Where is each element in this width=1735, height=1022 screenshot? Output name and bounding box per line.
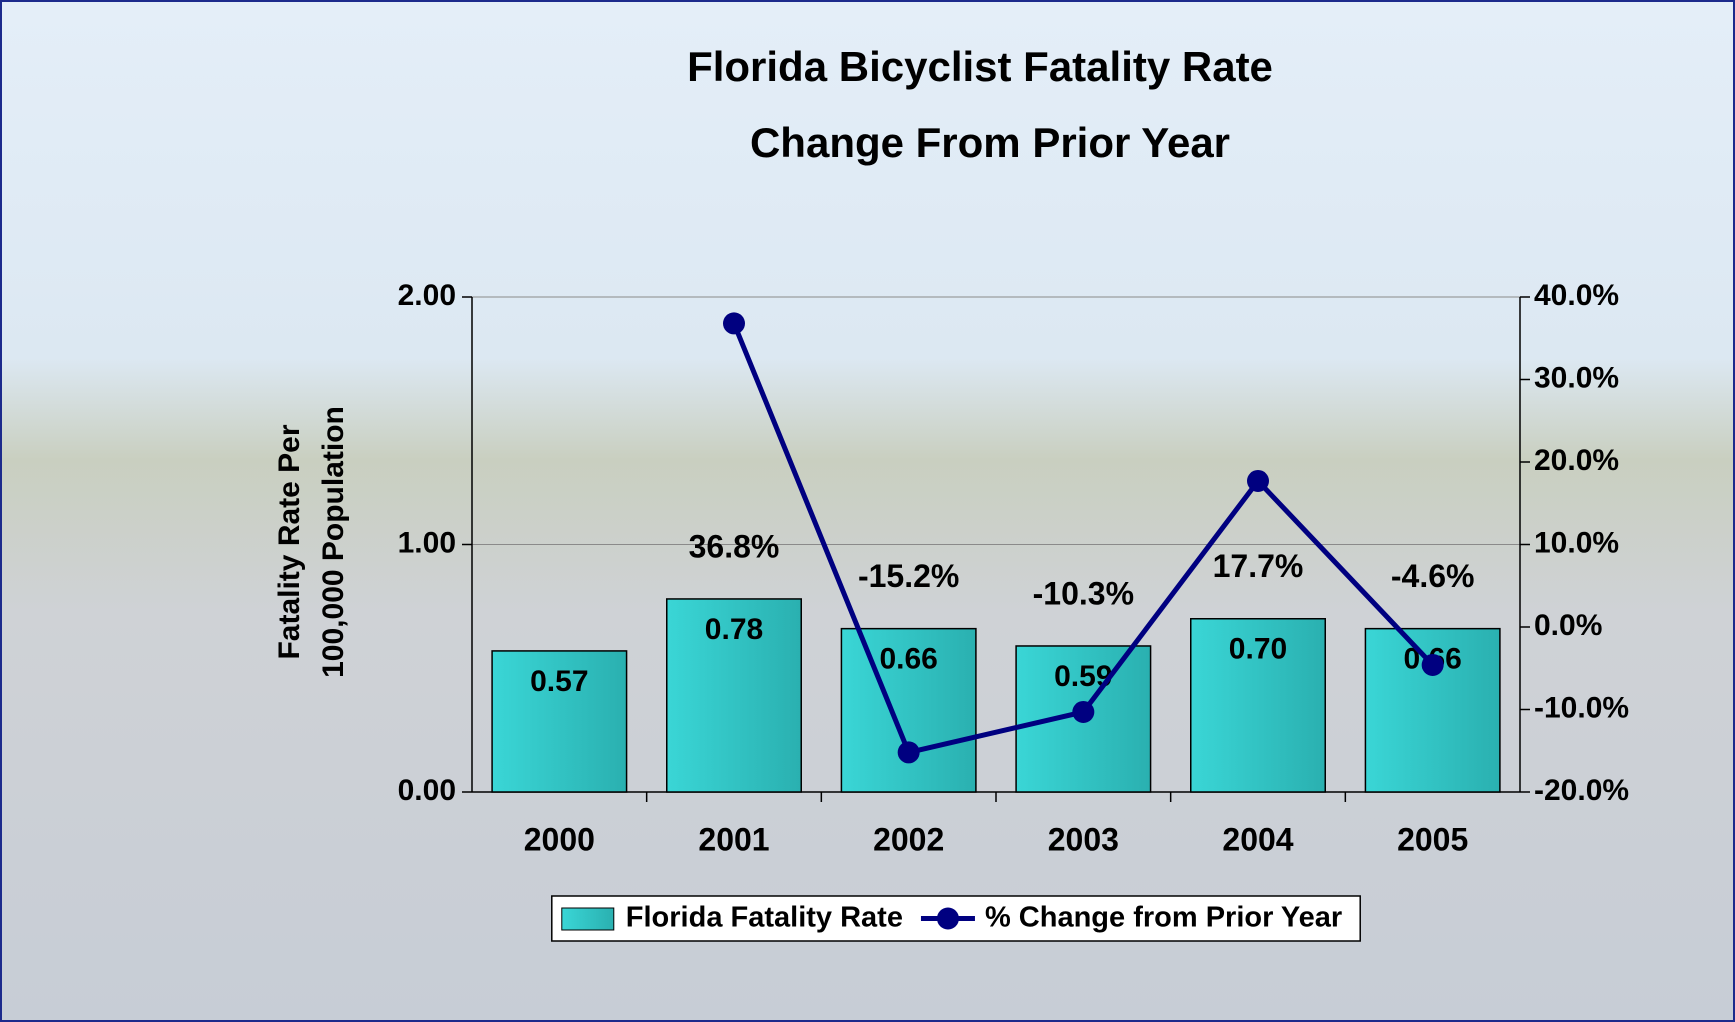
y2-tick-label: 30.0% bbox=[1534, 361, 1619, 394]
line-marker bbox=[1247, 469, 1269, 492]
y-tick-label: 1.00 bbox=[398, 526, 456, 559]
x-tick-label: 2001 bbox=[698, 821, 769, 857]
line-value-label: -15.2% bbox=[858, 558, 959, 594]
y2-tick-label: 40.0% bbox=[1534, 279, 1619, 312]
line-value-label: -10.3% bbox=[1033, 575, 1134, 611]
y2-tick-label: -20.0% bbox=[1534, 774, 1629, 807]
y2-tick-label: 0.0% bbox=[1534, 609, 1602, 642]
bar bbox=[666, 598, 802, 793]
y-tick-label: 2.00 bbox=[398, 279, 456, 312]
y2-tick-label: 20.0% bbox=[1534, 444, 1619, 477]
y-tick-label: 0.00 bbox=[398, 774, 456, 807]
line-marker bbox=[1072, 700, 1095, 723]
legend-label: Florida Fatality Rate bbox=[626, 902, 903, 934]
x-tick-label: 2002 bbox=[873, 821, 944, 857]
legend-swatch bbox=[561, 907, 615, 931]
legend-box bbox=[551, 895, 1361, 942]
bar-value-label: 0.70 bbox=[1229, 633, 1287, 666]
x-tick-label: 2000 bbox=[524, 821, 595, 857]
bar bbox=[1190, 618, 1326, 793]
line-value-label: 36.8% bbox=[689, 528, 780, 564]
line-marker bbox=[897, 741, 920, 764]
bar-value-label: 0.66 bbox=[879, 643, 937, 676]
line-marker bbox=[723, 312, 745, 335]
line-value-label: 17.7% bbox=[1213, 548, 1304, 584]
x-tick-label: 2005 bbox=[1397, 821, 1468, 857]
line-value-label: -4.6% bbox=[1391, 558, 1475, 594]
x-tick-label: 2004 bbox=[1222, 821, 1293, 857]
chart-title: Florida Bicyclist Fatality Rate bbox=[687, 43, 1273, 90]
y2-tick-label: -10.0% bbox=[1534, 691, 1629, 724]
y-axis-title: Fatality Rate Per 100,000 Population bbox=[273, 406, 350, 678]
y2-tick-label: 10.0% bbox=[1534, 526, 1619, 559]
bar bbox=[491, 650, 628, 793]
legend-label: % Change from Prior Year bbox=[985, 902, 1342, 934]
bar bbox=[840, 627, 977, 793]
line-marker bbox=[1421, 653, 1444, 676]
x-tick-label: 2003 bbox=[1048, 821, 1119, 857]
bar-value-label: 0.57 bbox=[530, 665, 588, 698]
legend-swatch bbox=[936, 907, 959, 930]
bar-value-label: 0.78 bbox=[705, 613, 763, 646]
chart-subtitle: Change From Prior Year bbox=[750, 119, 1230, 166]
legend: Florida Fatality Rate % Change from Prior… bbox=[551, 895, 1361, 942]
